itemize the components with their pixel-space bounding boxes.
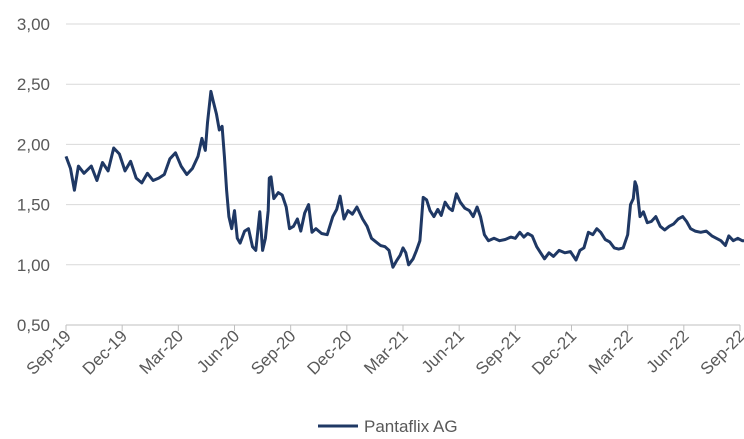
y-tick-label: 3,00 [17, 15, 50, 34]
legend: Pantaflix AG [318, 417, 458, 436]
series-line-pantaflix-ag [64, 89, 744, 269]
legend-label: Pantaflix AG [364, 417, 458, 436]
y-tick-label: 2,50 [17, 75, 50, 94]
x-axis-tick-labels: Sep-19 Dec-19 Mar-20 Jun-20 Sep-20 Dec-20 Mar-… [23, 326, 744, 378]
x-tick-label: Sep-21 [472, 326, 524, 378]
y-tick-label: 0,50 [17, 316, 50, 335]
x-tick-label: Sep-20 [247, 326, 299, 378]
x-tick-label: Mar-22 [585, 326, 637, 378]
y-tick-label: 2,00 [17, 135, 50, 154]
x-tick-label: Jun-20 [193, 326, 243, 376]
y-tick-label: 1,50 [17, 196, 50, 215]
x-tick-label: Dec-19 [79, 326, 131, 378]
x-tick-label: Mar-21 [360, 326, 412, 378]
x-tick-label: Mar-20 [136, 326, 188, 378]
x-tick-label: Dec-21 [528, 326, 580, 378]
gridlines [66, 23, 740, 266]
x-tick-label: Jun-21 [418, 326, 468, 376]
y-axis-tick-labels: 0,50 1,00 1,50 2,00 2,50 3,00 [17, 15, 50, 335]
x-tick-label: Jun-22 [642, 326, 692, 376]
x-tick-label: Dec-20 [303, 326, 355, 378]
x-axis-tick-marks [65, 325, 741, 331]
y-tick-label: 1,00 [17, 256, 50, 275]
x-tick-label: Sep-22 [697, 326, 744, 378]
